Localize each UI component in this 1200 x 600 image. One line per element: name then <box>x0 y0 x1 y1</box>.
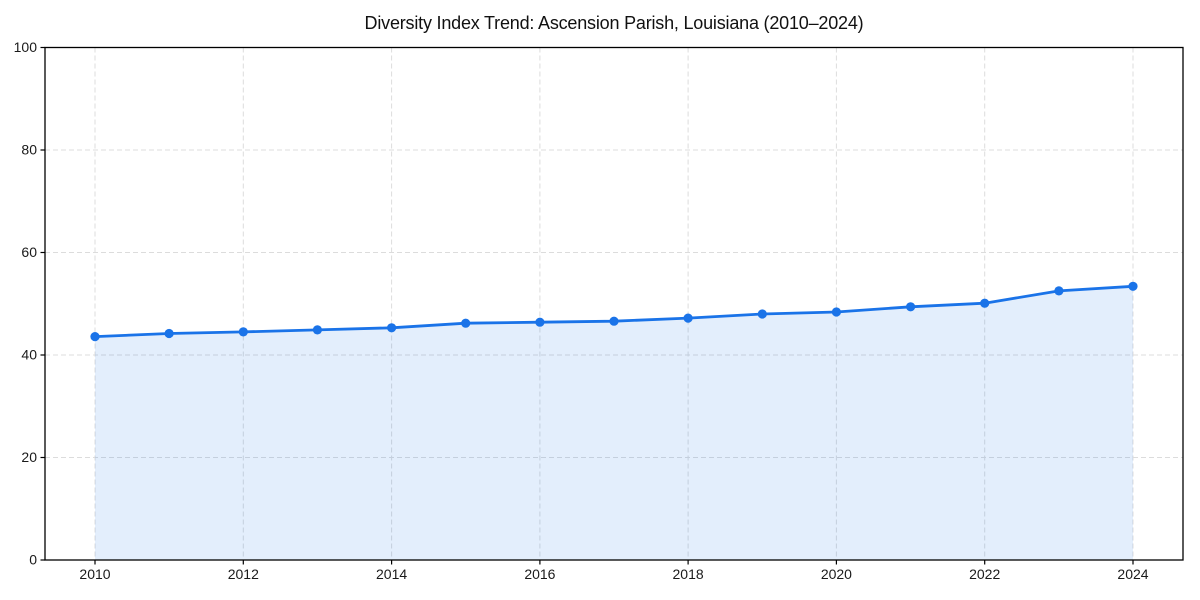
data-point-2011 <box>164 328 174 339</box>
x-axis-tick-label: 2022 <box>969 566 1000 582</box>
x-axis-tick-label: 2016 <box>524 566 555 582</box>
y-axis-tick-label: 0 <box>29 552 37 568</box>
x-axis-tick-label: 2024 <box>1117 566 1148 582</box>
data-point-2023 <box>1054 286 1064 296</box>
x-axis-tick-label: 2020 <box>821 566 852 582</box>
y-axis-tick-label: 100 <box>14 39 38 55</box>
area-fill <box>95 286 1133 560</box>
x-axis-tick-label: 2014 <box>376 566 407 582</box>
data-point-2014 <box>387 323 397 333</box>
x-axis-tick-label: 2012 <box>228 566 259 582</box>
data-point-2010 <box>90 332 100 342</box>
data-point-2013 <box>312 325 322 335</box>
y-axis-tick-label: 60 <box>21 244 37 260</box>
y-axis-tick-label: 80 <box>21 142 37 158</box>
data-point-2020 <box>831 307 842 317</box>
y-axis-tick-label: 20 <box>21 449 37 465</box>
x-axis-tick-label: 2010 <box>79 566 110 582</box>
data-point-2022 <box>980 298 990 308</box>
data-point-2017 <box>609 316 619 326</box>
plot-border <box>44 46 1184 561</box>
data-point-2012 <box>238 327 248 337</box>
data-point-2015 <box>461 318 471 328</box>
chart-title: Diversity Index Trend: Ascension Parish,… <box>365 13 864 33</box>
y-axis-tick-label: 40 <box>21 347 37 363</box>
data-point-2016 <box>535 317 545 327</box>
data-point-2019 <box>757 309 767 319</box>
chart-plot-area: 2010 2012 2014 2016 2018 2020 2022 2024 0 20 40 60 8… <box>14 39 1184 582</box>
data-point-2021 <box>906 302 916 312</box>
data-point-2024 <box>1128 281 1138 291</box>
x-axis-tick-label: 2018 <box>673 566 704 582</box>
data-point-2018 <box>683 313 693 323</box>
